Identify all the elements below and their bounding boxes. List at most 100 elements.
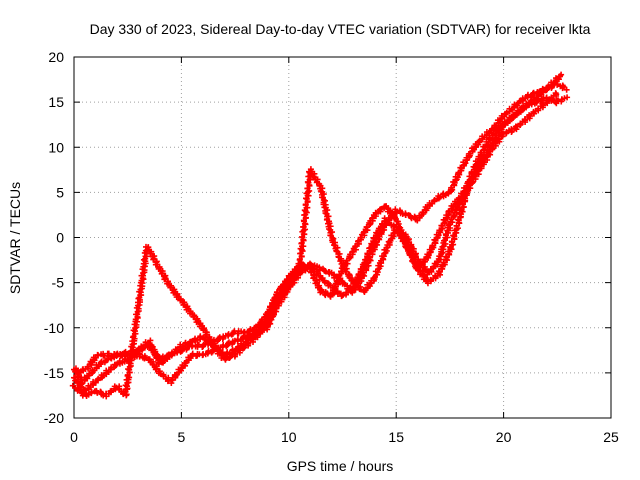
data-point — [115, 385, 122, 392]
data-point — [146, 356, 153, 363]
data-point — [477, 163, 484, 170]
data-point — [466, 179, 473, 186]
x-tick-label: 10 — [281, 429, 297, 445]
data-point — [149, 360, 156, 367]
chart-title: Day 330 of 2023, Sidereal Day-to-day VTE… — [90, 21, 591, 37]
data-point — [480, 159, 487, 166]
data-point — [126, 363, 133, 370]
data-point — [150, 349, 157, 356]
data-point — [508, 127, 515, 134]
data-point — [150, 255, 157, 262]
data-point — [555, 97, 562, 104]
data-point — [317, 289, 324, 296]
data-point — [552, 75, 559, 82]
data-point — [286, 282, 293, 289]
data-point — [269, 304, 276, 311]
data-point — [178, 365, 185, 372]
data-point — [539, 89, 546, 96]
data-point — [436, 194, 443, 201]
data-point — [300, 237, 307, 244]
data-point — [104, 356, 111, 363]
x-tick-label: 0 — [70, 429, 78, 445]
data-point — [124, 350, 131, 357]
data-point — [296, 256, 303, 263]
data-point — [483, 154, 490, 161]
data-point — [299, 234, 306, 241]
data-point — [326, 226, 332, 233]
data-point — [540, 102, 547, 109]
data-point — [246, 335, 253, 342]
data-point — [526, 112, 533, 119]
x-tick-label: 25 — [603, 429, 619, 445]
data-point — [298, 253, 305, 260]
data-point — [329, 229, 336, 236]
data-point — [492, 140, 499, 147]
data-point — [564, 94, 571, 101]
y-tick-label: 5 — [56, 184, 64, 200]
data-point — [142, 354, 149, 361]
data-point — [318, 288, 325, 295]
x-tick-label: 5 — [178, 429, 186, 445]
data-point — [445, 222, 452, 229]
data-point — [295, 260, 302, 267]
data-point — [467, 176, 474, 183]
data-point — [382, 218, 389, 225]
data-point — [139, 344, 146, 351]
data-point — [303, 195, 310, 202]
data-point — [553, 91, 560, 98]
data-point — [349, 249, 356, 256]
data-point — [362, 256, 369, 263]
y-tick-label: -5 — [52, 275, 65, 291]
data-point — [436, 268, 443, 275]
data-point — [451, 233, 458, 240]
data-point — [307, 168, 314, 175]
data-point — [432, 273, 439, 280]
data-point — [340, 263, 347, 270]
data-point — [171, 288, 178, 295]
data-point — [383, 245, 390, 251]
data-point — [563, 86, 570, 93]
y-tick-label: -10 — [44, 320, 64, 336]
x-tick-label: 15 — [388, 429, 404, 445]
data-point — [348, 277, 355, 284]
data-point — [360, 229, 367, 236]
data-point — [136, 351, 143, 358]
y-tick-label: 10 — [48, 139, 64, 155]
data-point — [452, 207, 459, 214]
data-point — [306, 182, 313, 189]
data-point — [317, 188, 324, 195]
data-point — [522, 117, 529, 124]
data-point — [434, 259, 441, 266]
data-point — [280, 291, 287, 298]
data-point — [310, 173, 317, 180]
data-point — [301, 218, 308, 225]
data-point — [558, 71, 565, 78]
data-point — [181, 301, 188, 308]
data-point — [76, 369, 83, 376]
y-tick-label: 0 — [56, 230, 64, 246]
data-point — [322, 210, 329, 217]
data-point — [439, 243, 446, 250]
data-point — [365, 254, 372, 261]
data-point — [475, 138, 482, 145]
data-point — [435, 268, 442, 275]
y-tick-label: -15 — [44, 365, 64, 381]
x-axis-label: GPS time / hours — [287, 458, 394, 474]
y-tick-labels: -20 -15 -10 -5 0 5 10 15 20 — [44, 49, 64, 426]
data-point — [161, 276, 168, 283]
data-point — [88, 359, 95, 366]
data-point — [117, 350, 124, 357]
data-point — [343, 290, 350, 297]
data-point — [210, 342, 217, 349]
data-point — [331, 284, 338, 291]
data-point — [331, 242, 338, 249]
data-point — [98, 358, 105, 365]
y-tick-label: 20 — [48, 49, 64, 65]
y-axis-label: SDTVAR / TECUs — [7, 182, 23, 294]
data-point — [352, 281, 359, 288]
data-point — [134, 308, 141, 315]
data-point — [442, 217, 449, 224]
data-point — [161, 357, 168, 364]
data-point — [158, 270, 165, 277]
data-point — [560, 83, 567, 90]
